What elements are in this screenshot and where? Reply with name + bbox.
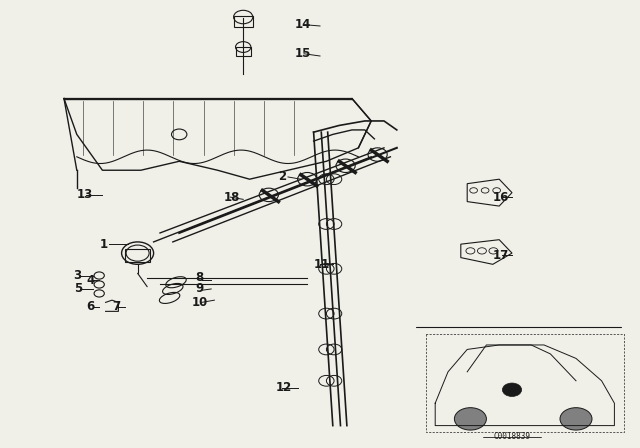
Text: 18: 18 [224,190,241,204]
Text: 9: 9 [195,282,204,296]
Text: C0018839: C0018839 [493,432,531,441]
Text: 7: 7 [112,300,120,314]
Text: 6: 6 [86,300,95,314]
Text: 1: 1 [99,237,108,251]
Circle shape [560,408,592,430]
Text: 8: 8 [195,271,204,284]
Text: 5: 5 [74,282,82,296]
Text: 2: 2 [278,170,287,184]
Text: 12: 12 [275,381,291,394]
Text: 4: 4 [86,273,95,287]
Text: 10: 10 [192,296,208,309]
Text: 13: 13 [77,188,93,202]
Text: 16: 16 [493,190,509,204]
Text: 15: 15 [294,47,311,60]
Text: 3: 3 [74,269,82,282]
Text: 14: 14 [294,18,311,31]
Circle shape [454,408,486,430]
Text: 11: 11 [314,258,330,271]
Circle shape [502,383,522,396]
Text: 17: 17 [493,249,509,262]
